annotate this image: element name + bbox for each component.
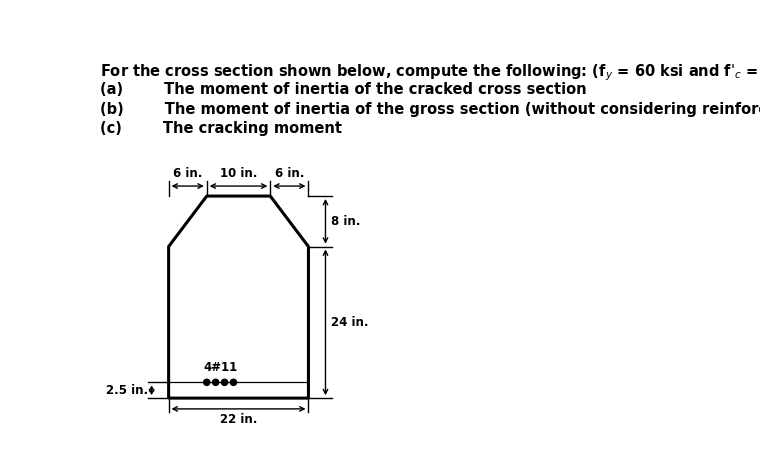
Text: 24 in.: 24 in. — [331, 316, 369, 329]
Text: 2.5 in.: 2.5 in. — [106, 384, 147, 397]
Text: (b)        The moment of inertia of the gross section (without considering reinf: (b) The moment of inertia of the gross s… — [100, 102, 760, 117]
Circle shape — [204, 379, 210, 385]
Text: 8 in.: 8 in. — [331, 215, 360, 228]
Text: (c)        The cracking moment: (c) The cracking moment — [100, 121, 342, 136]
Text: For the cross section shown below, compute the following: (f$_y$ = 60 ksi and f$: For the cross section shown below, compu… — [100, 62, 760, 83]
Text: 6 in.: 6 in. — [274, 167, 304, 180]
Circle shape — [230, 379, 236, 385]
Circle shape — [221, 379, 228, 385]
Text: 22 in.: 22 in. — [220, 413, 257, 426]
Circle shape — [213, 379, 219, 385]
Text: 4#11: 4#11 — [203, 361, 237, 374]
Text: (a)        The moment of inertia of the cracked cross section: (a) The moment of inertia of the cracked… — [100, 82, 586, 97]
Text: 10 in.: 10 in. — [220, 167, 257, 180]
Text: 6 in.: 6 in. — [173, 167, 202, 180]
